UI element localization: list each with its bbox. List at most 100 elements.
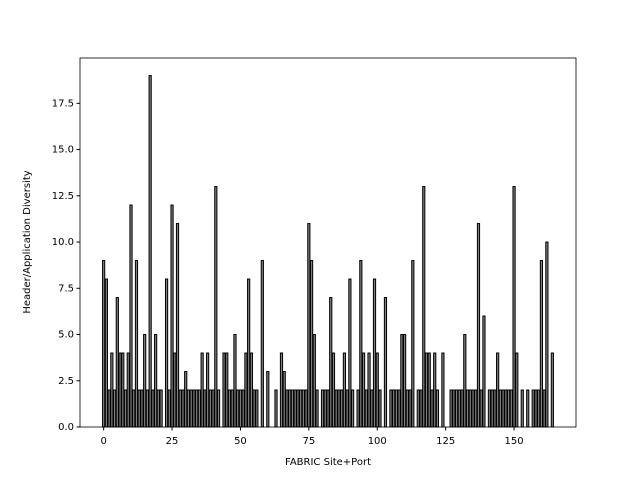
bar (312, 334, 316, 428)
bar (411, 260, 415, 428)
bar (476, 223, 481, 428)
plot-frame (79, 57, 577, 428)
bar (309, 260, 314, 428)
bar (301, 389, 305, 428)
bar (460, 389, 464, 428)
bar (356, 389, 360, 428)
bar (334, 389, 338, 428)
bar (435, 389, 440, 428)
bar (293, 389, 297, 428)
bar (167, 389, 171, 428)
bar (266, 371, 270, 428)
bar (345, 389, 349, 428)
bar (203, 389, 207, 428)
bar (422, 186, 426, 428)
bar (326, 389, 330, 428)
bar (200, 352, 204, 428)
bar (260, 260, 264, 428)
y-tick-label: 2.5 (58, 376, 74, 387)
bar (170, 204, 174, 428)
y-tick-label: 10.0 (52, 237, 74, 248)
bar (252, 389, 256, 428)
bar (154, 334, 158, 428)
bar (110, 352, 114, 428)
bar (364, 389, 368, 428)
bar (143, 334, 147, 428)
bar (129, 204, 133, 428)
bar (509, 389, 513, 428)
bar (216, 389, 221, 428)
bar (482, 315, 486, 428)
bar (463, 334, 467, 428)
bar (506, 389, 511, 428)
bar (145, 389, 150, 428)
bar (449, 389, 453, 428)
bar (424, 352, 429, 428)
bar (416, 389, 420, 428)
bar (465, 389, 470, 428)
bar (323, 389, 327, 428)
bar (233, 334, 237, 428)
y-tick-label: 15.0 (52, 145, 74, 156)
bar (181, 389, 185, 428)
bar (290, 389, 295, 428)
bar (474, 389, 478, 428)
bar (545, 241, 549, 428)
bar (247, 278, 251, 428)
bar (361, 352, 366, 428)
bar (408, 389, 412, 428)
bar (102, 260, 106, 428)
bar (126, 352, 130, 428)
bar (173, 352, 177, 428)
bar (498, 389, 502, 428)
bar (107, 389, 111, 428)
bar (342, 352, 347, 428)
bar (520, 389, 524, 428)
bar (403, 334, 407, 428)
x-tick-label: 150 (505, 436, 524, 447)
bar (189, 389, 193, 428)
bar (378, 389, 382, 428)
bar (132, 389, 136, 428)
bar (123, 389, 128, 428)
bar (140, 389, 144, 428)
bar (542, 389, 546, 428)
bar (531, 389, 535, 428)
bar (392, 389, 396, 428)
bar (471, 389, 475, 428)
bar (367, 352, 371, 428)
x-tick-label: 50 (234, 436, 247, 447)
bar (337, 389, 341, 428)
bar (501, 389, 505, 428)
bar (304, 389, 308, 428)
bar (211, 389, 215, 428)
bar (208, 389, 212, 428)
bar (178, 389, 182, 428)
bar (400, 334, 404, 428)
bar (329, 297, 333, 428)
bar (493, 389, 497, 428)
bar (186, 389, 191, 428)
bar (197, 389, 201, 428)
bar (370, 389, 374, 428)
bar (244, 352, 248, 428)
bar (496, 352, 500, 428)
bar (255, 389, 259, 428)
bar (279, 352, 284, 428)
bar (121, 352, 125, 428)
bar (468, 389, 472, 428)
bar (296, 389, 300, 428)
bar (115, 297, 119, 428)
bar (148, 75, 152, 428)
y-tick-label: 5.0 (58, 330, 74, 341)
bar (104, 278, 108, 428)
bar (249, 352, 253, 428)
bar (340, 389, 344, 428)
bar (206, 352, 210, 428)
y-axis-label: Header/Application Diversity (22, 170, 33, 313)
bar (315, 389, 319, 428)
bar (214, 186, 218, 428)
bar (405, 389, 409, 428)
bar (457, 389, 461, 428)
